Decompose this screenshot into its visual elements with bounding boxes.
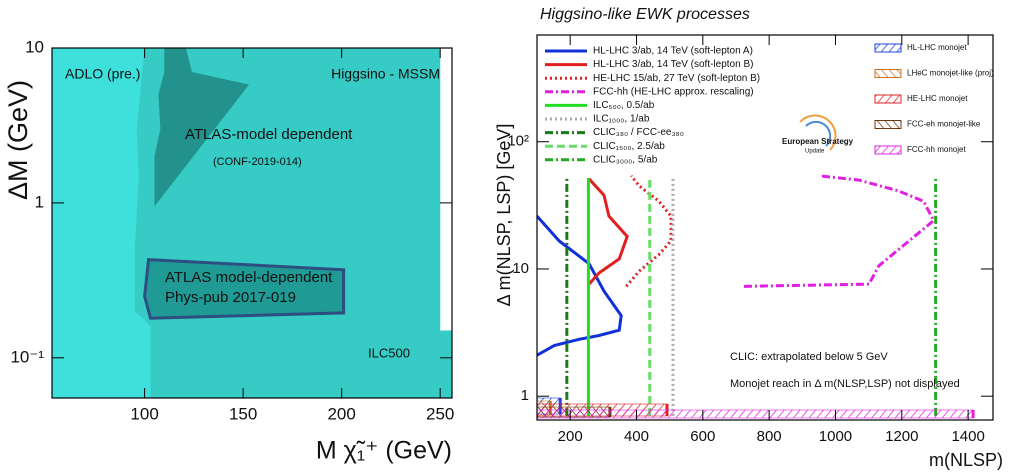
legend-label: CLIC₃₈₀ / FCC-ee₃₈₀	[593, 127, 684, 138]
legend-label: FCC-hh monojet	[907, 145, 966, 154]
legend-label: HE-LHC 15/ab, 27 TeV (soft-lepton B)	[593, 73, 760, 84]
x-tick-label: 150	[229, 404, 257, 423]
legend-swatch	[874, 120, 902, 129]
x-tick-label: 600	[690, 428, 715, 445]
x-tick-label: 1000	[819, 428, 852, 445]
logo-arc	[805, 120, 832, 147]
y-tick-label: 1	[521, 387, 529, 404]
legend-swatch	[874, 94, 902, 104]
y-tick-label: 10⁻¹	[10, 347, 44, 366]
annotation: ADLO (pre.)	[65, 66, 140, 82]
x-tick-label: 200	[327, 404, 355, 423]
legend-swatch	[874, 43, 902, 53]
annotation: Update	[805, 149, 825, 155]
annotation: Monojet reach in Δ m(NLSP,LSP) not displ…	[730, 378, 960, 390]
legend-label: HL-LHC 3/ab, 14 TeV (soft-lepton A)	[593, 46, 753, 57]
logo-swirl	[799, 114, 837, 151]
series-line	[625, 174, 673, 288]
annotation: ILC500	[368, 345, 410, 360]
legend-label: HL-LHC 3/ab, 14 TeV (soft-lepton B)	[593, 59, 753, 70]
y-tick-label: 10²	[507, 133, 529, 150]
legend-label: CLIC₃₀₀₀, 5/ab	[593, 154, 658, 165]
region	[143, 258, 346, 320]
x-axis-title: M χ̃₁⁺ (GeV)	[316, 437, 452, 465]
chart-title: Higgsino-like EWK processes	[540, 6, 750, 23]
series-line	[743, 174, 936, 288]
x-tick-label: 1200	[885, 428, 918, 445]
region	[154, 48, 250, 207]
y-axis-title: ΔM (GeV)	[3, 80, 33, 200]
legend-label: FCC-eh monojet-like	[907, 120, 981, 129]
legend-label: LHeC monojet-like (proj)	[907, 69, 994, 78]
annotation: ATLAS-model dependent	[185, 126, 353, 143]
x-tick-label: 250	[426, 404, 454, 423]
logo-arc	[799, 114, 837, 151]
annotation: European Strategy	[782, 137, 854, 146]
y-axis-title: Δ m(NLSP, LSP) [GeV]	[494, 124, 514, 307]
y-tick-label: 10	[512, 260, 529, 277]
plot-area	[537, 174, 975, 419]
annotation: ATLAS model-dependent	[165, 269, 333, 286]
series-line	[587, 177, 629, 286]
y-tick-label: 10	[25, 37, 44, 56]
plot-frame	[51, 47, 453, 399]
x-tick-label: 1400	[951, 428, 984, 445]
y-tick-label: 1	[35, 192, 44, 211]
legend-label: HL-LHC monojet	[907, 43, 967, 52]
plot-frame	[536, 34, 994, 421]
legend-label: HE-LHC monojet	[907, 94, 968, 103]
legend-swatch	[874, 145, 902, 155]
series-line	[537, 215, 623, 357]
x-tick-label: 200	[558, 428, 583, 445]
x-tick-label: 400	[624, 428, 649, 445]
annotation: (CONF-2019-014)	[213, 156, 302, 168]
legend-label: ILC₅₀₀, 0.5/ab	[593, 100, 655, 111]
plot-area	[52, 48, 452, 398]
annotation: CLIC: extrapolated below 5 GeV	[730, 351, 888, 363]
x-tick-label: 800	[757, 428, 782, 445]
legend-label: CLIC₁₅₀₀, 2.5/ab	[593, 141, 665, 152]
legend-swatch	[874, 69, 902, 78]
x-axis-title: m(NLSP)	[929, 450, 1003, 470]
legend-label: ILC₁₀₀₀, 1/ab	[593, 114, 650, 125]
annotation: Higgsino - MSSM	[331, 66, 440, 82]
legend-label: FCC-hh (HE-LHC approx. rescaling)	[593, 86, 754, 97]
monojet-band	[537, 409, 974, 419]
x-tick-label: 100	[130, 404, 158, 423]
annotation: Phys-pub 2017-019	[165, 289, 296, 306]
